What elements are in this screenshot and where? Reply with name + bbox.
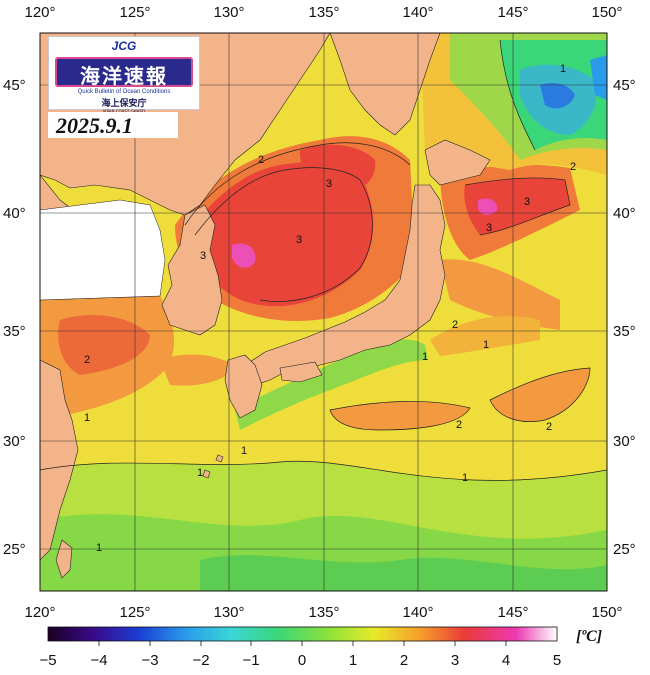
contour-label: 1	[197, 467, 203, 479]
colorbar-tick-label: −2	[192, 652, 209, 669]
logo-organization-jp: 海上保安庁	[101, 99, 147, 109]
contour-lines	[40, 39, 607, 481]
ocean-anomaly-field	[40, 33, 607, 591]
contour-label: 2	[84, 354, 90, 366]
logo-title-box: 海洋速報	[55, 57, 193, 88]
colorbar-labels: −5 −4 −3 −2 −1 0 1 2 3 4 5	[39, 652, 561, 669]
contour-label: 2	[546, 421, 552, 433]
colorbar-tick-label: 2	[400, 652, 408, 669]
jcg-logo: JCG 海洋速報 Quick Bulletin of Ocean Conditi…	[48, 36, 200, 114]
lat-label: 35°	[3, 323, 26, 340]
lat-label: 30°	[3, 433, 26, 450]
date-box: 2025.9.1	[48, 112, 178, 138]
colorbar-unit: [ºC]	[576, 628, 602, 645]
lon-label: 150°	[591, 604, 622, 621]
logo-title: 海洋速報	[80, 64, 168, 88]
contour-label: 3	[486, 222, 492, 234]
contour-label: 1	[84, 412, 90, 424]
contour-label: 1	[560, 63, 566, 75]
lon-label: 150°	[591, 4, 622, 21]
colorbar-tick-label: 0	[298, 652, 306, 669]
date-label: 2025.9.1	[56, 113, 133, 138]
contour-label-group: 2 3 3 3 3 3 2 1 2 1 1 2 2 2 1 1 1 1 1	[84, 63, 576, 554]
colorbar-tick-label: −4	[90, 652, 107, 669]
logo-organization: 海上保安庁 JAPAN COAST GUARD	[49, 96, 199, 114]
lon-label: 135°	[308, 604, 339, 621]
contour-label: 3	[200, 250, 206, 262]
lon-label: 130°	[213, 4, 244, 21]
contour-label: 1	[241, 445, 247, 457]
lat-label: 45°	[613, 77, 636, 94]
contour-label: 2	[258, 154, 264, 166]
colorbar-tick-label: −5	[39, 652, 56, 669]
colorbar	[47, 626, 558, 642]
lat-label: 25°	[613, 541, 636, 558]
lon-label: 130°	[213, 604, 244, 621]
lon-label: 145°	[497, 4, 528, 21]
lon-label: 125°	[119, 4, 150, 21]
lon-label: 140°	[402, 4, 433, 21]
colorbar-tick-label: −3	[141, 652, 158, 669]
logo-organization-en: JAPAN COAST GUARD	[49, 109, 199, 114]
colorbar-tick-label: 1	[349, 652, 357, 669]
contour-label: 1	[422, 351, 428, 363]
colorbar-ticks	[98, 641, 507, 646]
logo-acronym: JCG	[111, 39, 137, 53]
colorbar-tick-label: −1	[242, 652, 259, 669]
lon-label: 125°	[119, 604, 150, 621]
logo-subtitle: Quick Bulletin of Ocean Conditions	[77, 89, 171, 95]
contour-label: 2	[456, 419, 462, 431]
contour-label: 2	[570, 161, 576, 173]
colorbar-tick-label: 5	[553, 652, 561, 669]
colorbar-tick-label: 3	[451, 652, 459, 669]
contour-label: 2	[452, 319, 458, 331]
colorbar-tick-label: 4	[502, 652, 510, 669]
contour-label: 3	[326, 178, 332, 190]
contour-label: 1	[483, 339, 489, 351]
lon-label: 120°	[24, 604, 55, 621]
contour-label: 1	[96, 542, 102, 554]
contour-label: 3	[524, 196, 530, 208]
contour-label: 1	[462, 472, 468, 484]
lon-label: 135°	[308, 4, 339, 21]
lon-label: 145°	[497, 604, 528, 621]
map-frame	[39, 32, 608, 592]
lat-label: 35°	[613, 323, 636, 340]
lat-label: 25°	[3, 541, 26, 558]
latitude-labels: 45° 40° 35° 30° 25° 45° 40° 35° 30° 25°	[3, 77, 636, 558]
lon-label: 120°	[24, 4, 55, 21]
lat-label: 40°	[613, 205, 636, 222]
lon-label: 140°	[402, 604, 433, 621]
longitude-labels: 120° 125° 130° 135° 140° 145° 150° 120° …	[24, 4, 622, 621]
lat-label: 40°	[3, 205, 26, 222]
lat-label: 30°	[613, 433, 636, 450]
contour-label: 3	[296, 234, 302, 246]
lat-label: 45°	[3, 77, 26, 94]
